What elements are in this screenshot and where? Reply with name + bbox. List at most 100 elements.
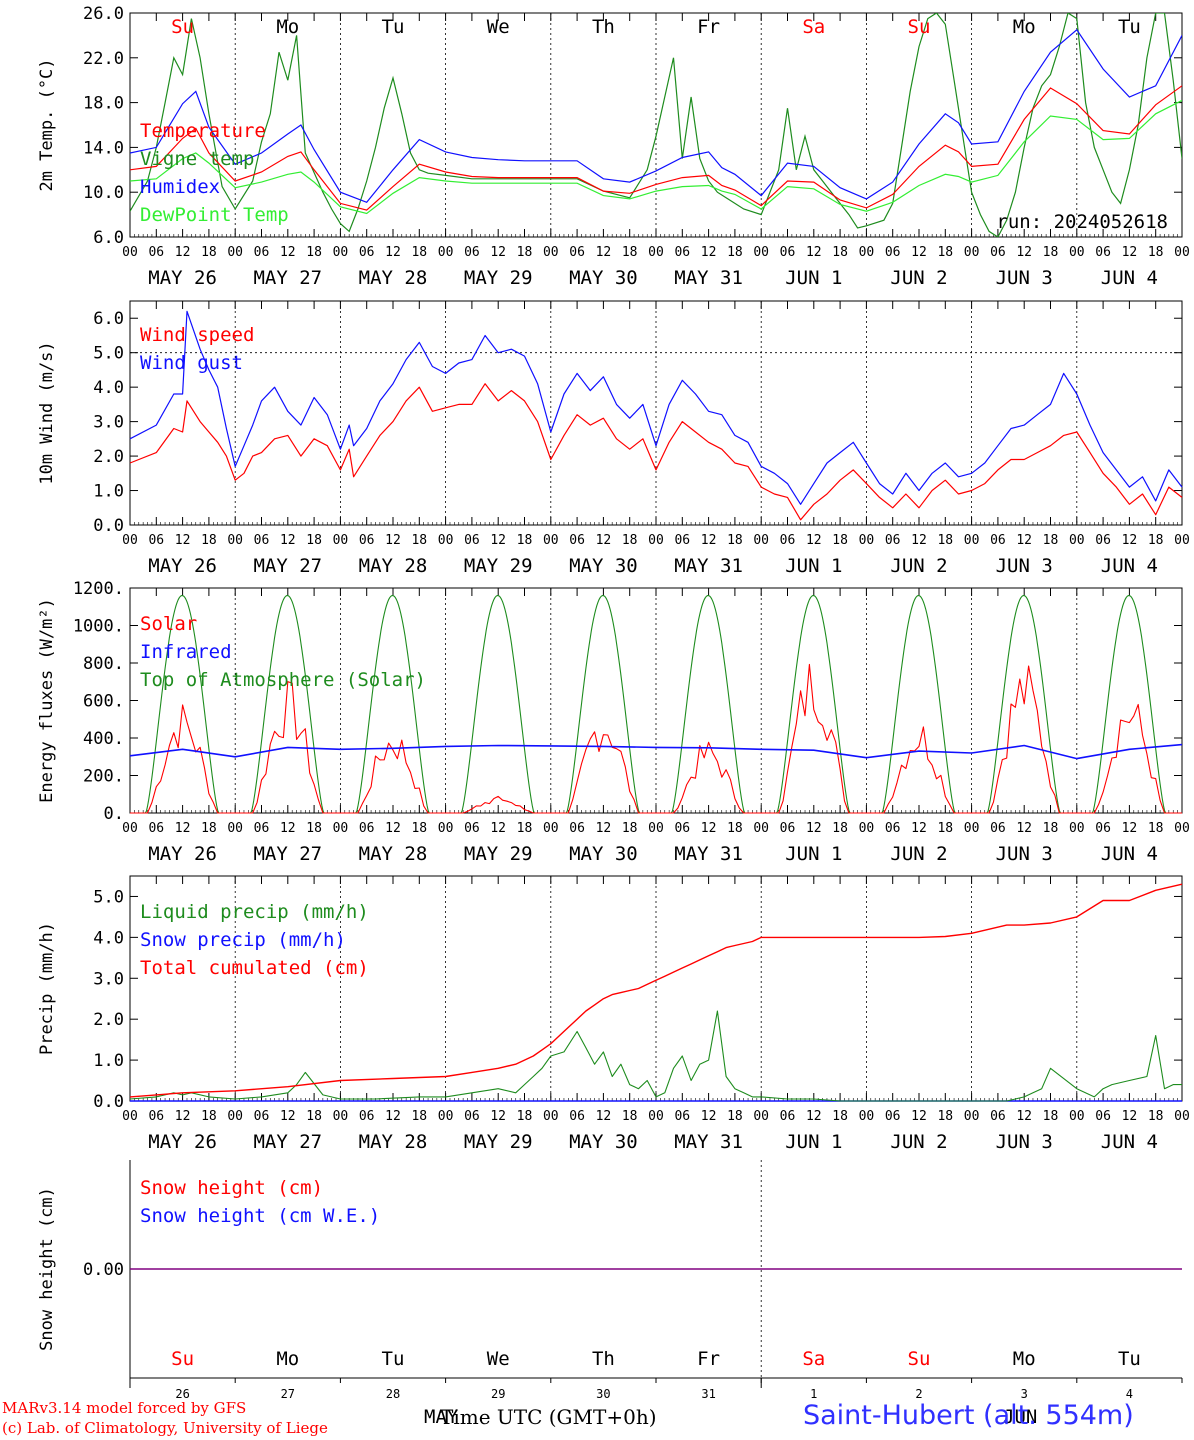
hour-tick-label: 00: [227, 821, 243, 836]
hour-tick-label: 18: [937, 1109, 953, 1124]
hour-tick-label: 06: [990, 1109, 1006, 1124]
legend-infrared: Infrared: [140, 641, 232, 663]
hour-tick-label: 12: [1016, 821, 1032, 836]
hour-tick-label: 12: [280, 245, 296, 260]
day-label: Fr: [697, 1348, 720, 1370]
date-label: MAY 27: [253, 1131, 322, 1153]
hour-tick-label: 06: [569, 1109, 585, 1124]
hour-tick-label: 18: [727, 245, 743, 260]
hour-tick-label: 00: [964, 821, 980, 836]
credit-note: (c) Lab. of Climatology, University of L…: [2, 1419, 328, 1437]
hour-tick-label: 12: [1016, 533, 1032, 548]
hour-tick-label: 18: [411, 1109, 427, 1124]
hour-tick-label: 18: [411, 533, 427, 548]
hour-tick-label: 12: [806, 533, 822, 548]
hour-tick-label: 12: [175, 1109, 191, 1124]
hour-tick-label: 00: [859, 821, 875, 836]
hour-tick-label: 00: [648, 245, 664, 260]
legend-snow-height-cm-w-e-: Snow height (cm W.E.): [140, 1205, 380, 1227]
day-label: We: [487, 1348, 510, 1370]
date-label: MAY 30: [569, 1131, 638, 1153]
y-tick-label: 26.0: [83, 4, 124, 24]
day-label: We: [487, 16, 510, 38]
hour-tick-label: 18: [1043, 821, 1059, 836]
hour-tick-label: 18: [727, 821, 743, 836]
y-axis-title: 10m Wind (m/s): [37, 341, 57, 484]
date-label: JUN 2: [890, 843, 947, 865]
hour-tick-label: 00: [1069, 533, 1085, 548]
date-label: JUN 4: [1101, 555, 1158, 577]
hour-tick-label: 00: [333, 533, 349, 548]
hour-tick-label: 12: [175, 533, 191, 548]
y-axis-title: 2m Temp. (°C): [37, 58, 57, 191]
hour-tick-label: 12: [701, 245, 717, 260]
y-axis-title: Energy fluxes (W/m²): [37, 598, 57, 803]
day-label: Th: [592, 16, 615, 38]
hour-tick-label: 18: [517, 821, 533, 836]
day-number: 31: [701, 1387, 715, 1401]
hour-tick-label: 00: [1174, 821, 1190, 836]
date-label: JUN 3: [996, 843, 1053, 865]
hour-tick-label: 00: [543, 821, 559, 836]
hour-tick-label: 12: [385, 245, 401, 260]
date-label: JUN 1: [785, 555, 842, 577]
hour-tick-label: 06: [1095, 821, 1111, 836]
date-label: MAY 30: [569, 555, 638, 577]
hour-tick-label: 00: [227, 245, 243, 260]
hour-tick-label: 06: [885, 821, 901, 836]
hour-tick-label: 12: [596, 533, 612, 548]
hour-tick-label: 06: [674, 533, 690, 548]
hour-tick-label: 06: [359, 1109, 375, 1124]
hour-tick-label: 00: [333, 1109, 349, 1124]
hour-tick-label: 18: [201, 1109, 217, 1124]
y-tick-label: 0.0: [93, 516, 124, 536]
hour-tick-label: 18: [306, 533, 322, 548]
hour-tick-label: 00: [122, 245, 138, 260]
hour-tick-label: 12: [1016, 1109, 1032, 1124]
hour-tick-label: 12: [701, 533, 717, 548]
y-tick-label: 6.0: [93, 228, 124, 248]
hour-tick-label: 12: [280, 1109, 296, 1124]
hour-tick-label: 00: [122, 533, 138, 548]
y-tick-label: 600.: [83, 692, 124, 712]
hour-tick-label: 00: [333, 245, 349, 260]
hour-tick-label: 12: [911, 821, 927, 836]
hour-tick-label: 18: [411, 821, 427, 836]
hour-tick-label: 12: [175, 821, 191, 836]
hour-tick-label: 12: [490, 245, 506, 260]
hour-tick-label: 12: [596, 245, 612, 260]
day-label: Mo: [276, 1348, 299, 1370]
hour-tick-label: 06: [569, 245, 585, 260]
hour-tick-label: 12: [701, 821, 717, 836]
hour-tick-label: 18: [832, 821, 848, 836]
hour-tick-label: 00: [1069, 1109, 1085, 1124]
hour-tick-label: 12: [806, 1109, 822, 1124]
hour-tick-label: 00: [1174, 533, 1190, 548]
day-label: Tu: [1118, 1348, 1141, 1370]
hour-tick-label: 18: [1148, 1109, 1164, 1124]
hour-tick-label: 00: [227, 533, 243, 548]
y-axis-title: Precip (mm/h): [37, 922, 57, 1055]
date-label: MAY 29: [464, 555, 533, 577]
hour-tick-label: 00: [753, 533, 769, 548]
hour-tick-label: 18: [1148, 533, 1164, 548]
day-label: Tu: [1118, 16, 1141, 38]
hour-tick-label: 18: [1043, 245, 1059, 260]
y-tick-label: 5.0: [93, 887, 124, 907]
hour-tick-label: 00: [227, 1109, 243, 1124]
legend-humidex: Humidex: [140, 176, 220, 198]
date-label: MAY 29: [464, 1131, 533, 1153]
hour-tick-label: 12: [701, 1109, 717, 1124]
series-vigne-temp: [130, 13, 1182, 237]
date-label: JUN 3: [996, 267, 1053, 289]
run-label: run: 2024052618: [996, 211, 1168, 233]
legend-wind-gust: Wind gust: [140, 352, 243, 374]
day-number: 1: [810, 1387, 817, 1401]
day-number: 27: [281, 1387, 295, 1401]
date-label: MAY 28: [359, 555, 428, 577]
hour-tick-label: 06: [1095, 1109, 1111, 1124]
hour-tick-label: 00: [1174, 1109, 1190, 1124]
day-label: Mo: [276, 16, 299, 38]
hour-tick-label: 06: [464, 1109, 480, 1124]
hour-tick-label: 12: [911, 1109, 927, 1124]
